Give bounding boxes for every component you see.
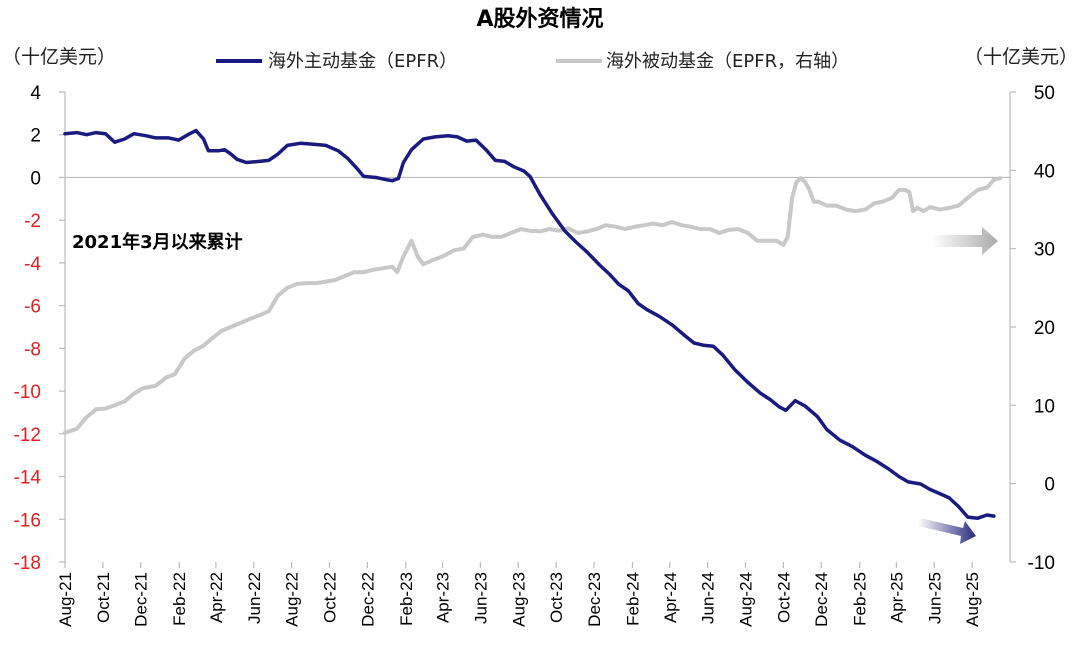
right-tick-label: 0 [1044, 475, 1055, 496]
left-tick-label: -18 [14, 553, 41, 574]
passive-trend-arrow [932, 227, 998, 255]
left-tick-label: 0 [30, 168, 41, 189]
right-tick-label: 10 [1034, 396, 1055, 417]
left-tick-label: -4 [24, 254, 41, 275]
left-tick-label: -6 [24, 297, 41, 318]
x-tick-label: Aug-23 [509, 572, 528, 627]
x-tick-label: Apr-24 [661, 572, 680, 623]
x-tick-label: Feb-24 [623, 572, 642, 626]
x-tick-label: Dec-21 [132, 572, 151, 627]
x-tick-label: Aug-24 [736, 572, 755, 627]
x-tick-label: Oct-22 [321, 572, 340, 623]
right-axis-ticks: 50 40 30 20 10 0 -10 [1010, 83, 1055, 574]
right-axis-unit: （十亿美元） [964, 46, 1078, 68]
legend-active-label: 海外主动基金（EPFR） [268, 51, 457, 72]
x-tick-label: Oct-23 [547, 572, 566, 623]
x-axis-ticks: Aug-21 Oct-21 Dec-21 Feb-22 Apr-22 Jun-22 Aug-… [56, 562, 982, 627]
right-tick-label: 50 [1034, 83, 1055, 104]
x-tick-label: Apr-25 [887, 572, 906, 623]
x-tick-label: Jun-22 [245, 572, 264, 624]
x-tick-label: Oct-21 [94, 572, 113, 623]
x-tick-label: Aug-21 [56, 572, 75, 627]
series-layer [63, 128, 1003, 520]
x-tick-label: Apr-22 [207, 572, 226, 623]
right-tick-label: 40 [1034, 161, 1055, 182]
x-tick-label: Feb-23 [397, 572, 416, 626]
left-tick-label: 4 [30, 83, 41, 104]
left-axis-ticks: 4 2 0 -2 -4 -6 -8 -10 -12 -14 -16 -18 [14, 83, 65, 574]
left-tick-label: -2 [24, 211, 41, 232]
x-tick-label: Aug-25 [963, 572, 982, 627]
x-tick-label: Apr-23 [434, 572, 453, 623]
x-tick-label: Feb-22 [170, 572, 189, 626]
left-tick-label: -12 [14, 425, 41, 446]
right-tick-label: 30 [1034, 240, 1055, 261]
right-tick-label: -10 [1028, 553, 1055, 574]
left-tick-label: 2 [30, 126, 41, 147]
x-tick-label: Aug-22 [283, 572, 302, 627]
left-tick-label: -8 [24, 339, 41, 360]
x-tick-label: Jun-23 [471, 572, 490, 624]
x-tick-label: Oct-24 [774, 572, 793, 623]
plot-axes [64, 92, 1011, 562]
x-tick-label: Jun-24 [699, 572, 718, 624]
right-tick-label: 20 [1034, 318, 1055, 339]
legend-passive-label: 海外被动基金（EPFR，右轴） [606, 51, 849, 72]
passive-fund-line [63, 176, 1003, 435]
left-tick-label: -14 [14, 468, 42, 489]
left-tick-label: -10 [14, 382, 41, 403]
left-axis-unit: （十亿美元） [2, 46, 116, 68]
legend: 海外主动基金（EPFR） 海外被动基金（EPFR，右轴） [216, 51, 849, 72]
active-trend-arrow [918, 518, 976, 544]
x-tick-label: Feb-25 [851, 572, 870, 626]
x-tick-label: Dec-23 [585, 572, 604, 627]
x-tick-label: Dec-24 [812, 572, 831, 627]
active-fund-line [63, 128, 996, 520]
chart-title: A股外资情况 [476, 6, 603, 32]
x-tick-label: Dec-22 [358, 572, 377, 627]
cumulative-annotation: 2021年3月以来累计 [72, 231, 243, 253]
x-tick-label: Jun-25 [925, 572, 944, 624]
left-tick-label: -16 [14, 510, 41, 531]
